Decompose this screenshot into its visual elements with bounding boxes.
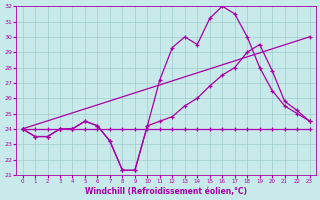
X-axis label: Windchill (Refroidissement éolien,°C): Windchill (Refroidissement éolien,°C) xyxy=(85,187,247,196)
